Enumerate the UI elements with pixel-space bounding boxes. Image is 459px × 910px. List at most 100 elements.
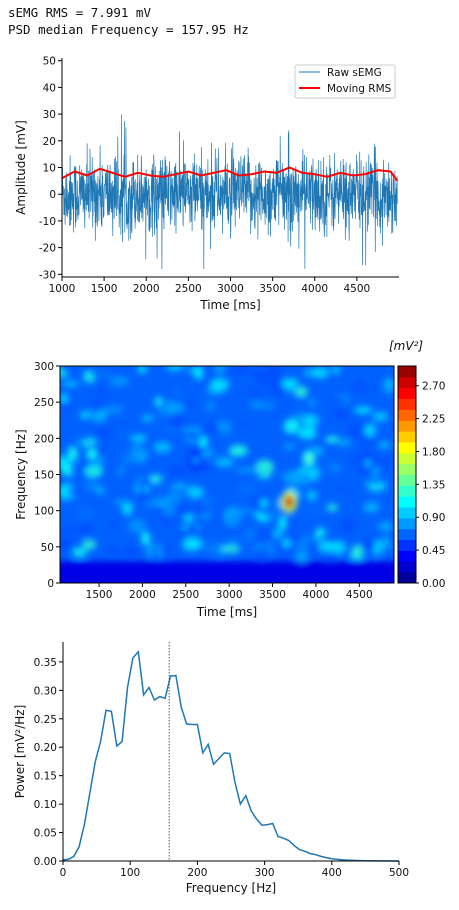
y-tick-label: 50 bbox=[41, 542, 54, 554]
colorbar-frame bbox=[397, 365, 417, 584]
y-tick-label: 0.35 bbox=[34, 657, 57, 669]
heatmap-spot bbox=[76, 384, 86, 399]
y-tick-label: -20 bbox=[39, 243, 56, 255]
heatmap-spot bbox=[237, 484, 257, 495]
heatmap-spot bbox=[105, 546, 122, 555]
heatmap-spot bbox=[380, 456, 391, 470]
heatmap-spot bbox=[153, 441, 172, 453]
heatmap-spot bbox=[163, 493, 183, 503]
heatmap-spot bbox=[222, 369, 234, 376]
heatmap-spot bbox=[254, 548, 271, 560]
colorbar-level bbox=[398, 376, 416, 389]
hotspot-core bbox=[305, 454, 312, 463]
x-tick-label: 500 bbox=[389, 867, 409, 879]
colorbar-tick-label: 0.90 bbox=[422, 512, 445, 524]
y-tick-label: 0.30 bbox=[34, 685, 57, 697]
heatmap-spot bbox=[183, 430, 199, 439]
x-axis-label: Time [ms] bbox=[199, 298, 261, 312]
y-axis-label: Amplitude [mV] bbox=[14, 120, 28, 215]
x-axis-label: Frequency [Hz] bbox=[186, 881, 277, 895]
colorbar-level bbox=[398, 528, 416, 541]
heatmap-spot bbox=[253, 470, 265, 478]
x-tick-label: 4500 bbox=[344, 283, 371, 295]
heatmap-spot bbox=[331, 541, 347, 555]
heatmap-spot bbox=[60, 537, 70, 552]
heatmap-spot bbox=[95, 385, 112, 402]
heatmap-spot bbox=[82, 539, 97, 550]
colorbar-level bbox=[398, 507, 416, 519]
colorbar: 0.00 0.45 0.90 1.35 1.80 2.25 2.70 bbox=[397, 365, 445, 590]
colorbar-tick-label: 2.70 bbox=[422, 381, 445, 393]
heatmap-spot bbox=[372, 411, 388, 422]
heatmap-spot bbox=[130, 435, 147, 442]
semg-time-chart: -30 -20 -10 0 10 20 30 40 50 1000 1500 2000 2500 3000… bbox=[14, 56, 399, 312]
heatmap-spot bbox=[60, 501, 67, 509]
heatmap-spot bbox=[120, 455, 133, 466]
heatmap-spot bbox=[304, 418, 318, 428]
heatmap-spot bbox=[243, 539, 257, 555]
legend-rms-label: Moving RMS bbox=[327, 83, 392, 95]
heatmap-spot bbox=[129, 442, 145, 455]
heatmap-blobs bbox=[60, 366, 394, 583]
y-axis-label: Frequency [Hz] bbox=[14, 429, 28, 520]
heatmap-spot bbox=[62, 380, 79, 388]
heatmap-spot bbox=[168, 413, 185, 429]
heatmap-spot bbox=[148, 474, 163, 482]
x-tick-label: 1000 bbox=[49, 283, 76, 295]
heatmap-spot bbox=[360, 538, 376, 552]
colorbar-level bbox=[398, 561, 416, 573]
spectrogram-chart: 0 50 100 150 200 250 300 1500 2000 2500 3000 3500 40… bbox=[14, 339, 445, 619]
colorbar-level bbox=[398, 387, 416, 400]
heatmap-spot bbox=[367, 494, 385, 503]
heatmap-spot bbox=[156, 451, 166, 463]
heatmap-spot bbox=[313, 367, 330, 379]
heatmap-spot bbox=[324, 459, 340, 475]
heatmap-spot bbox=[219, 491, 239, 502]
x-tick-label: 1500 bbox=[86, 589, 113, 601]
heatmap-spot bbox=[116, 467, 126, 475]
hotspot-core bbox=[143, 484, 150, 493]
heatmap-spot bbox=[337, 484, 349, 493]
heatmap-spot bbox=[275, 402, 284, 414]
heatmap-spot bbox=[175, 505, 190, 517]
heatmap-spot bbox=[186, 485, 204, 499]
psd-chart: 0.00 0.05 0.10 0.15 0.20 0.25 0.30 0.35 0 100 200 3… bbox=[13, 642, 409, 895]
heatmap-spot bbox=[224, 527, 239, 542]
y-tick-label: 0.15 bbox=[34, 771, 57, 783]
heatmap-spot bbox=[205, 541, 220, 554]
heatmap-spot bbox=[67, 486, 81, 498]
heatmap-spot bbox=[326, 503, 339, 512]
heatmap-spot bbox=[247, 389, 261, 396]
x-tick-label: 2000 bbox=[129, 589, 156, 601]
psd-line bbox=[62, 649, 400, 862]
heatmap-spot bbox=[194, 366, 204, 381]
heatmap-spot bbox=[283, 443, 296, 451]
hotspot-core bbox=[283, 539, 290, 548]
heatmap-spot bbox=[95, 428, 107, 440]
heatmap-spot bbox=[349, 455, 360, 463]
heatmap-spot bbox=[67, 446, 78, 462]
heatmap-spot bbox=[295, 551, 308, 563]
colorbar-level bbox=[398, 539, 416, 551]
heatmap-spot bbox=[140, 531, 151, 546]
heatmap-spot bbox=[216, 420, 231, 430]
heatmap-spot bbox=[228, 444, 248, 457]
x-tick-label: 200 bbox=[187, 867, 207, 879]
heatmap-spot bbox=[363, 502, 380, 513]
heatmap-spot bbox=[124, 546, 138, 557]
heatmap-spot bbox=[183, 514, 194, 522]
y-tick-label: 200 bbox=[34, 433, 54, 445]
heatmap-spot bbox=[243, 528, 256, 541]
heatmap-spot bbox=[165, 402, 184, 414]
heatmap-spot bbox=[177, 529, 189, 541]
heatmap-spot bbox=[125, 502, 134, 514]
heatmap-spot bbox=[307, 398, 317, 407]
heatmap-spot bbox=[278, 515, 287, 529]
heatmap-spot bbox=[352, 379, 368, 396]
heatmap-spot bbox=[372, 366, 385, 377]
colorbar-level bbox=[398, 474, 416, 486]
heatmap-spot bbox=[383, 377, 394, 393]
y-tick-label: 50 bbox=[43, 56, 56, 68]
heatmap-spot bbox=[216, 457, 235, 468]
colorbar-level bbox=[398, 420, 416, 432]
